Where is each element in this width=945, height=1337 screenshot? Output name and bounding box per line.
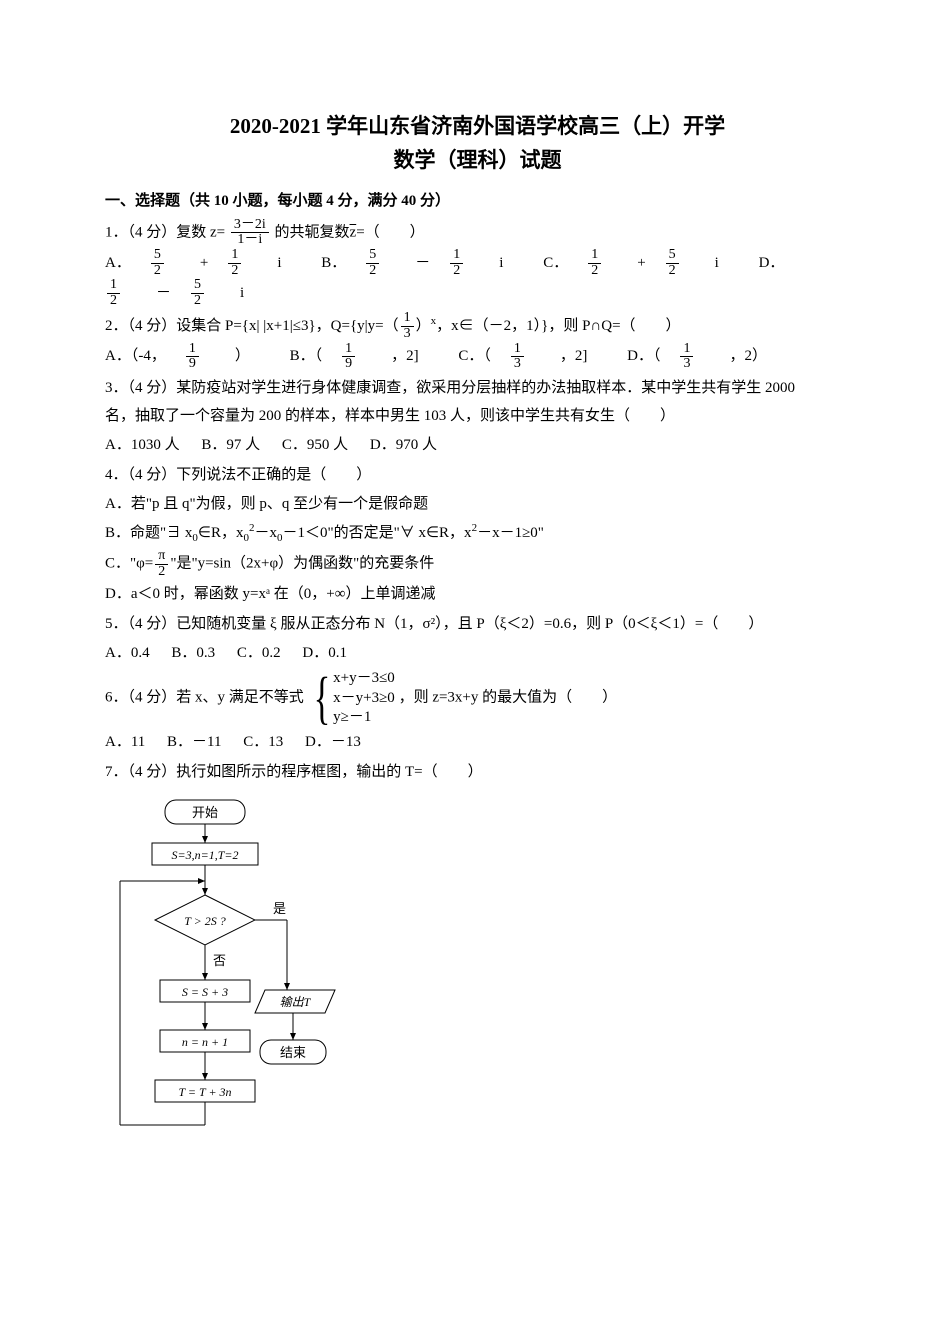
- q2-opt-c: C．（13，2]: [458, 348, 605, 364]
- q3-opt-b: B．97 人: [201, 437, 260, 453]
- q6-prefix: 6．（4 分）若 x、y 满足不等式: [105, 690, 304, 706]
- q2-opt-d: D．（13，2）: [627, 348, 785, 364]
- q2-prefix: 2．（4 分）设集合 P={x| |x+1|≤3}，Q={y|y=（: [105, 318, 399, 334]
- q4-head: 4．（4 分）下列说法不正确的是（ ）: [105, 461, 850, 490]
- question-4: 4．（4 分）下列说法不正确的是（ ） A．若"p 且 q"为假，则 p、q 至…: [105, 461, 850, 608]
- q2-opt-a: A．（-4，19）: [105, 348, 268, 364]
- section-heading: 一、选择题（共 10 小题，每小题 4 分，满分 40 分）: [105, 187, 850, 216]
- q2-opt-b: B．（19，2]: [290, 348, 437, 364]
- q2-suffix: ，x∈（－2，1）}，则 P∩Q=（ ）: [436, 318, 680, 334]
- brace-system: { x+y－3≤0 x－y+3≥0 y≥－1: [308, 669, 395, 728]
- question-3: 3．（4 分）某防疫站对学生进行身体健康调查，欲采用分层抽样的办法抽取样本．某中…: [105, 374, 850, 431]
- q6-suffix: ，则 z=3x+y 的最大值为（ ）: [399, 690, 618, 706]
- q3-line2: 名，抽取了一个容量为 200 的样本，样本中男生 103 人，则该中学生共有女生…: [105, 402, 850, 431]
- question-2: 2．（4 分）设集合 P={x| |x+1|≤3}，Q={y|y=（13）x，x…: [105, 311, 850, 342]
- flow-no: 否: [213, 953, 226, 968]
- left-brace-icon: {: [313, 669, 330, 727]
- exam-page: 2020-2021 学年山东省济南外国语学校高三（上）开学 数学（理科）试题 一…: [0, 0, 945, 1337]
- q2-options: A．（-4，19） B．（19，2] C．（13，2] D．（13，2）: [105, 342, 850, 372]
- q6-ineq1: x+y－3≤0: [333, 669, 395, 689]
- flow-t: T = T + 3n: [178, 1085, 231, 1099]
- q1-mid: 的共轭复数: [275, 224, 350, 240]
- q5-opt-a: A．0.4: [105, 645, 150, 661]
- page-subtitle: 数学（理科）试题: [105, 144, 850, 178]
- question-7: 7．（4 分）执行如图所示的程序框图，输出的 T=（ ）: [105, 758, 850, 787]
- flow-n: n = n + 1: [182, 1035, 228, 1049]
- q1-frac: 3－2i 1－i: [231, 218, 269, 248]
- q4-opt-b: B．命题"∃ x0∈R，x02－x0－1＜0"的否定是"∀ x∈R，x2－x－1…: [105, 518, 850, 549]
- q1-opt-c: C．12+52i: [543, 255, 737, 271]
- q6-opt-b: B．－11: [167, 734, 221, 750]
- q4-opt-a: A．若"p 且 q"为假，则 p、q 至少有一个是假命题: [105, 490, 850, 519]
- flow-start: 开始: [192, 805, 218, 820]
- flow-s: S = S + 3: [182, 985, 228, 999]
- q3-line1: 3．（4 分）某防疫站对学生进行身体健康调查，欲采用分层抽样的办法抽取样本．某中…: [105, 374, 850, 403]
- question-5: 5．（4 分）已知随机变量 ξ 服从正态分布 N（1，σ²），且 P（ξ＜2）=…: [105, 610, 850, 639]
- flow-init: S=3,n=1,T=2: [172, 848, 239, 862]
- q1-opt-a: A．52+12i: [105, 255, 299, 271]
- flow-yes: 是: [273, 901, 286, 916]
- q3-opt-d: D．970 人: [370, 437, 437, 453]
- q6-ineq3: y≥－1: [333, 708, 395, 728]
- q4-opt-d: D．a＜0 时，幂函数 y=xᵃ 在（0，+∞）上单调递减: [105, 580, 850, 609]
- q5-opt-c: C．0.2: [237, 645, 281, 661]
- flowchart-svg: 开始 S=3,n=1,T=2 T > 2S ? 是 输出T 结束 否: [105, 795, 365, 1175]
- q5-options: A．0.4 B．0.3 C．0.2 D．0.1: [105, 639, 850, 668]
- q3-options: A．1030 人 B．97 人 C．950 人 D．970 人: [105, 431, 850, 460]
- question-6: 6．（4 分）若 x、y 满足不等式 { x+y－3≤0 x－y+3≥0 y≥－…: [105, 669, 850, 728]
- q3-opt-a: A．1030 人: [105, 437, 180, 453]
- q6-opt-d: D．－13: [305, 734, 361, 750]
- q6-opt-a: A．11: [105, 734, 145, 750]
- q4-opt-c: C．"φ=π2"是"y=sin（2x+φ）为偶函数"的充要条件: [105, 549, 850, 579]
- q6-opt-c: C．13: [243, 734, 283, 750]
- flowchart: 开始 S=3,n=1,T=2 T > 2S ? 是 输出T 结束 否: [105, 795, 850, 1186]
- flow-cond: T > 2S ?: [184, 914, 226, 928]
- flow-output: 输出T: [280, 995, 312, 1009]
- q6-ineq2: x－y+3≥0: [333, 689, 395, 709]
- q5-opt-d: D．0.1: [302, 645, 347, 661]
- flow-end: 结束: [280, 1045, 306, 1060]
- q1-suffix: =（ ）: [356, 224, 424, 240]
- question-1: 1．（4 分）复数 z= 3－2i 1－i 的共轭复数z=（ ）: [105, 218, 850, 248]
- q5-opt-b: B．0.3: [171, 645, 215, 661]
- q1-opt-b: B．52－12i: [321, 255, 521, 271]
- page-title: 2020-2021 学年山东省济南外国语学校高三（上）开学: [105, 110, 850, 144]
- q3-opt-c: C．950 人: [282, 437, 348, 453]
- q6-options: A．11 B．－11 C．13 D．－13: [105, 728, 850, 757]
- q1-options: A．52+12i B．52－12i C．12+52i D．12－52i: [105, 248, 850, 309]
- q1-prefix: 1．（4 分）复数 z=: [105, 224, 225, 240]
